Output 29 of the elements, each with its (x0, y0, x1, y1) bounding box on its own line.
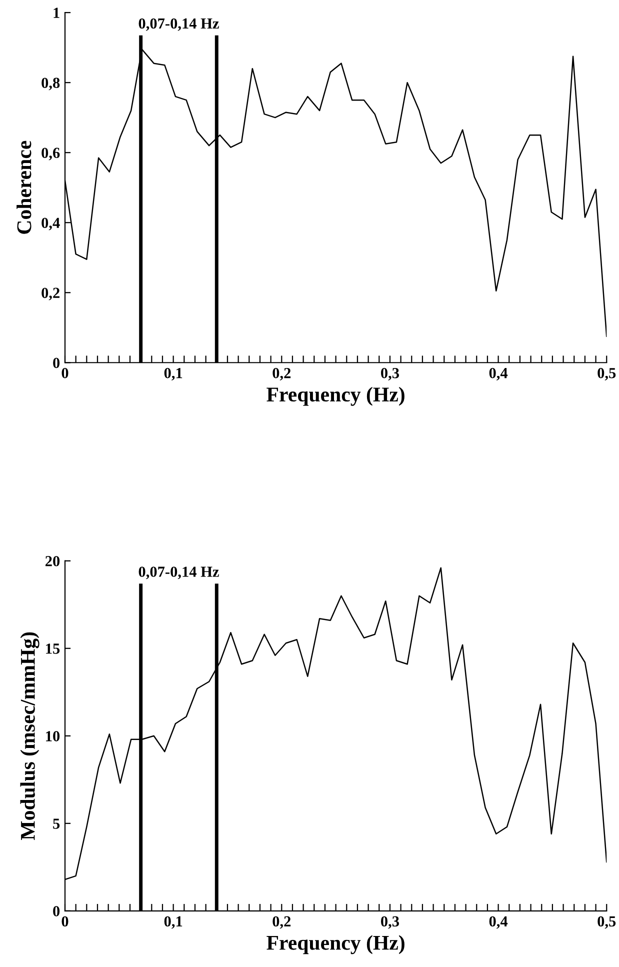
x-tick-label: 0,3 (381, 368, 399, 380)
y-tick-label: 0,2 (42, 288, 60, 300)
y-tick-label: 0,8 (42, 78, 60, 90)
y-tick-label: 10 (46, 731, 60, 742)
annotation: 0,07-0,14 Hz (138, 566, 219, 580)
y-tick-label: 15 (46, 644, 60, 654)
annotation: 0,07-0,14 Hz (138, 18, 219, 31)
y-tick-label: 20 (46, 556, 60, 566)
x-tick-label: 0,3 (381, 916, 399, 929)
x-tick-label: 0,1 (164, 368, 182, 380)
x-tick-label: 0,4 (489, 368, 508, 380)
y-tick-label: 0 (53, 906, 60, 916)
y-axis-title: Modulus (msec/mmHg) (20, 632, 40, 840)
x-tick-label: 0,5 (598, 916, 616, 929)
x-tick-label: 0,2 (272, 916, 291, 929)
x-tick-label: 0,1 (164, 916, 182, 929)
x-axis-title: Frequency (Hz) (266, 935, 404, 954)
y-tick-label: 5 (53, 818, 60, 829)
x-tick-label: 0,5 (598, 368, 616, 380)
x-tick-label: 0 (62, 916, 68, 927)
y-tick-label: 0,4 (42, 218, 60, 230)
x-axis-title: Frequency (Hz) (266, 386, 404, 406)
x-tick-label: 0,2 (272, 368, 291, 380)
y-tick-label: 0 (53, 358, 60, 368)
x-tick-label: 0,4 (489, 916, 508, 929)
x-tick-label: 0 (62, 368, 68, 378)
y-tick-label: 0,6 (42, 148, 60, 160)
y-tick-label: 1 (54, 8, 60, 18)
y-axis-title: Coherence (16, 140, 32, 234)
